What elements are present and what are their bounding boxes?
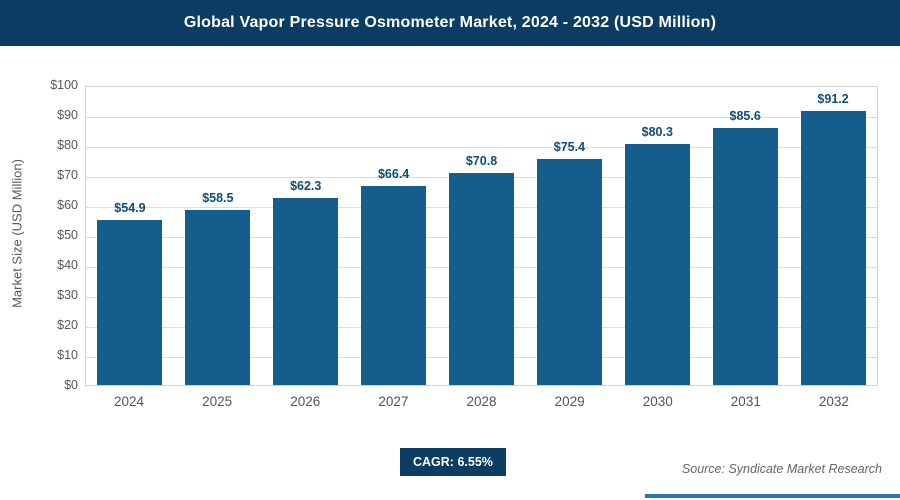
plot-area: $54.9 $58.5 $62.3 $66.4 $70.8 $75.4 $80.3 $85.6…: [85, 86, 878, 386]
y-tick-label: $0: [64, 378, 78, 392]
y-tick-label: $40: [57, 258, 78, 272]
bar: [712, 128, 778, 385]
bar-slot: $54.9: [86, 87, 174, 385]
bar-value-label: $62.3: [290, 179, 322, 194]
bar-value-label: $80.3: [641, 125, 673, 140]
bar-slot: $75.4: [525, 87, 613, 385]
bar: [800, 111, 866, 385]
bar: [448, 172, 515, 385]
x-tick-label: 2028: [466, 394, 497, 409]
cagr-badge: CAGR: 6.55%: [400, 448, 506, 476]
bar-value-label: $66.4: [377, 166, 410, 181]
bar-slot: $70.8: [438, 87, 526, 385]
gridline: [86, 117, 877, 118]
bar-value-label: $91.2: [817, 92, 849, 107]
bar: [97, 220, 163, 385]
bar-value-label: $58.5: [202, 190, 234, 205]
bar-value-label: $85.6: [729, 109, 761, 124]
bar-slot: $91.2: [789, 87, 877, 385]
bar-value-label: $75.4: [553, 139, 586, 154]
bar: [185, 209, 251, 385]
x-tick-label: 2024: [114, 394, 145, 409]
bar: [273, 198, 339, 385]
bar: [536, 158, 602, 385]
x-tick-label: 2025: [202, 394, 233, 409]
bar-slot: $66.4: [350, 87, 438, 385]
bar-slot: $58.5: [174, 87, 262, 385]
y-tick-label: $60: [57, 198, 78, 212]
x-tick-label: 2031: [730, 394, 761, 409]
accent-line: [645, 494, 900, 498]
y-tick-label: $70: [57, 168, 78, 182]
gridline: [86, 147, 877, 148]
y-tick-label: $50: [57, 228, 78, 242]
header-bar: Global Vapor Pressure Osmometer Market, …: [0, 0, 900, 46]
x-tick-label: 2026: [290, 394, 321, 409]
x-axis-labels: 2024 2025 2026 2027 2028 2029 2030 2031 2032: [85, 394, 878, 409]
bar-slot: $80.3: [613, 87, 701, 385]
bar-value-label: $54.9: [114, 201, 146, 216]
y-tick-label: $100: [50, 78, 78, 92]
bar: [624, 144, 690, 385]
bar-slot: $85.6: [701, 87, 789, 385]
y-tick-label: $90: [57, 108, 78, 122]
y-tick-label: $10: [57, 348, 78, 362]
x-tick-label: 2029: [554, 394, 585, 409]
source-text: Source: Syndicate Market Research: [681, 462, 882, 476]
x-tick-label: 2032: [818, 394, 849, 409]
y-tick-label: $80: [57, 138, 78, 152]
bar-slot: $62.3: [262, 87, 350, 385]
y-tick-label: $20: [57, 318, 78, 332]
bar-chart: Market Size (USD Million) $0 $10 $20 $30 $40…: [0, 68, 900, 413]
bar-value-label: $70.8: [465, 153, 498, 168]
bars-row: $54.9 $58.5 $62.3 $66.4 $70.8 $75.4 $80.3 $85.6…: [86, 87, 877, 385]
x-tick-label: 2030: [642, 394, 673, 409]
chart-title: Global Vapor Pressure Osmometer Market, …: [183, 14, 717, 31]
y-tick-label: $30: [57, 288, 78, 302]
bar: [361, 185, 427, 385]
x-tick-label: 2027: [378, 394, 409, 409]
